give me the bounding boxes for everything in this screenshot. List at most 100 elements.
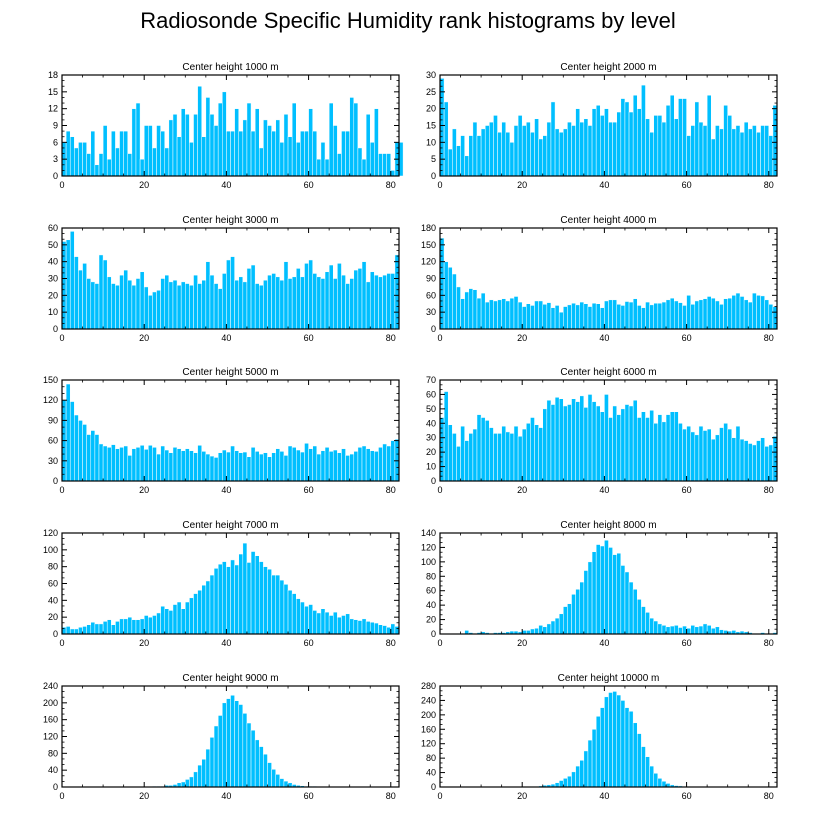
histogram-bar [489,121,494,177]
histogram-bar [94,623,100,635]
histogram-bar [374,108,379,177]
y-tick-label: 15 [48,87,58,97]
histogram-bar [320,278,326,330]
histogram-bar [443,391,449,482]
histogram-bar [600,707,605,788]
histogram-bar [287,445,293,482]
panel-title: Center height 1000 m [182,62,278,73]
histogram-bar [296,449,301,482]
panel-9: Center height 9000 m 0 20 40 60 80 0 40 80 120 160… [43,673,400,801]
histogram-bar [768,444,774,482]
histogram-bar [493,300,498,330]
histogram-bar [612,121,617,177]
histogram-bar [283,114,289,177]
histogram-bar [254,555,260,635]
histogram-bar [238,276,244,330]
histogram-bar [86,624,92,635]
histogram-bar [628,111,634,177]
histogram-bar [558,311,564,330]
histogram-bar [382,153,387,177]
histogram-bar [263,566,268,635]
x-tick-label: 0 [59,333,64,343]
panel-6: Center height 6000 m 0 20 40 60 80 0 10 20 30 40 50… [426,367,778,495]
histogram-bar [678,302,683,330]
histogram-bar [304,443,309,482]
x-tick-label: 40 [599,485,609,495]
histogram-bar [143,449,149,482]
y-tick-label: 20 [48,612,58,622]
histogram-bar [710,627,716,635]
histogram-bar [275,774,281,788]
y-tick-label: 60 [48,579,58,589]
histogram-bar [369,142,375,177]
histogram-bar [546,623,552,635]
histogram-bar [246,102,252,177]
histogram-bar [139,618,145,635]
histogram-bar [357,447,363,482]
y-tick-label: 70 [426,375,436,385]
histogram-bar [513,125,519,177]
histogram-bar [267,125,272,177]
histogram-bar [320,608,326,635]
histogram-bar [632,399,638,482]
y-tick-label: 0 [431,629,436,639]
histogram-bar [686,425,691,482]
histogram-bar [201,136,207,177]
histogram-bar [86,278,92,330]
histogram-bar [275,276,281,330]
histogram-bar [78,627,83,635]
histogram-bar [304,263,309,330]
histogram-bar [98,254,104,330]
y-tick-label: 15 [426,121,436,131]
histogram-bar [517,115,523,177]
y-tick-label: 12 [48,104,58,114]
histogram-bar [111,283,116,330]
histogram-bar [624,707,630,788]
histogram-bar [690,431,696,482]
histogram-bar [604,696,609,788]
histogram-bar [189,776,194,788]
x-tick-label: 60 [304,638,314,648]
histogram-bar [78,269,83,330]
histogram-bar [604,394,609,482]
y-tick-label: 30 [48,274,58,284]
histogram-bar [567,603,572,635]
histogram-bar [82,142,87,177]
histogram-bar [460,425,465,482]
histogram-bar [616,694,622,788]
x-tick-label: 20 [139,791,149,801]
histogram-bar [612,405,617,482]
x-tick-label: 20 [139,638,149,648]
histogram-bar [98,623,104,635]
histogram-bar [312,610,318,635]
histogram-bar [534,424,539,482]
y-tick-label: 30 [48,456,58,466]
x-tick-label: 20 [517,791,527,801]
histogram-bar [505,131,511,177]
histogram-bar [189,450,194,482]
y-tick-label: 240 [43,681,58,691]
x-tick-label: 40 [221,333,231,343]
histogram-bar [616,111,622,177]
histogram-bar [706,94,712,177]
histogram-bar [649,410,654,482]
histogram-bar [222,449,227,482]
y-tick-label: 120 [43,528,58,538]
histogram-bar [213,725,219,788]
histogram-bar [337,616,342,635]
histogram-bar [143,125,149,177]
histogram-bar [558,131,564,177]
histogram-bar [456,145,461,177]
histogram-bar [641,746,646,788]
histogram-bar [176,782,182,788]
histogram-bar [637,733,642,788]
x-tick-label: 80 [764,485,774,495]
histogram-bar [209,455,215,482]
histogram-bar [464,291,470,330]
histogram-bar [234,108,239,177]
histogram-bar [628,581,634,635]
x-tick-label: 40 [221,638,231,648]
histogram-bar [505,431,511,482]
histogram-bar [201,451,207,482]
histogram-bar [341,130,346,177]
